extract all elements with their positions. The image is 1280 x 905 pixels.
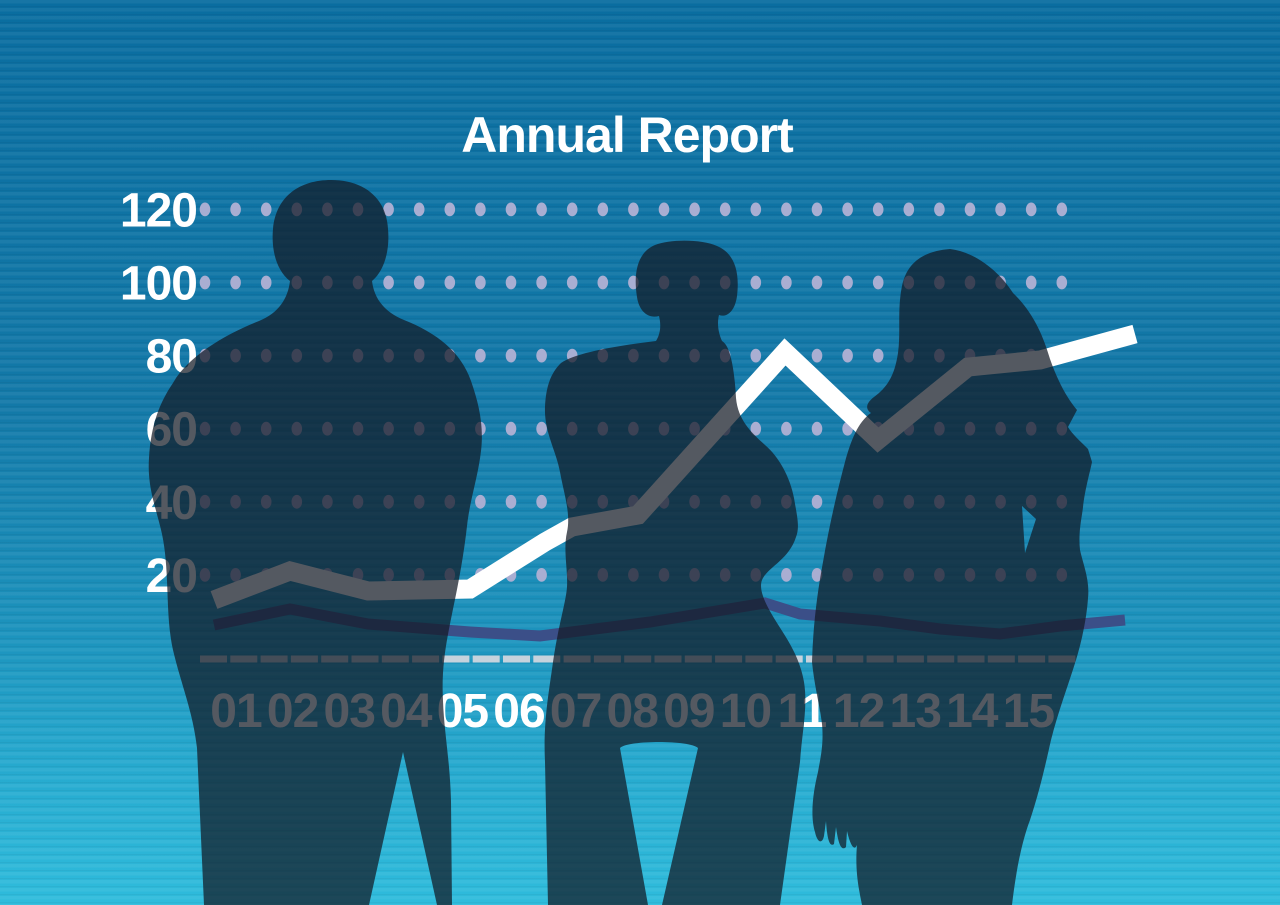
gridline-dot: [536, 202, 547, 217]
gridline-dot: [566, 202, 578, 217]
gridline-dot: [811, 275, 823, 290]
gridline-dot: [872, 348, 884, 363]
x-axis-label: 06: [493, 685, 544, 738]
silhouette-woman-right: [812, 249, 1092, 905]
gridline-dot: [505, 421, 517, 436]
gridline-dot: [475, 494, 486, 509]
gridline-dot: [597, 275, 609, 290]
gridline-dot: [1025, 275, 1037, 290]
gridline-dot: [964, 202, 976, 217]
gridline-dot: [536, 275, 547, 290]
gridline-dot: [199, 202, 211, 217]
gridline-dot: [260, 202, 272, 217]
gridline-dot: [536, 494, 547, 509]
gridline-dot: [811, 202, 823, 217]
x-axis-label: 05: [437, 685, 489, 738]
gridline-dot: [842, 202, 853, 217]
gridline-dot: [230, 275, 241, 290]
gridline-dot: [781, 568, 792, 582]
gridline-dot: [872, 275, 884, 290]
gridline-dot: [781, 275, 792, 290]
gridline-dot: [934, 202, 945, 217]
gridline-dot: [505, 494, 517, 509]
gridline-dot: [750, 421, 762, 436]
gridline-dot: [536, 348, 547, 363]
gridline-dot: [260, 275, 272, 290]
gridline-dot: [658, 202, 670, 217]
gridline-dot: [689, 202, 700, 217]
gridline-dot: [811, 568, 823, 582]
gridline-dot: [750, 202, 762, 217]
gridline-dot: [1025, 202, 1037, 217]
gridline-dot: [750, 348, 762, 363]
gridline-dot: [444, 275, 456, 290]
gridline-dot: [383, 275, 394, 290]
gridline-dot: [413, 275, 425, 290]
y-axis-label: 100: [120, 258, 197, 311]
gridline-dot: [781, 202, 792, 217]
gridline-dot: [475, 202, 486, 217]
gridline-dot: [199, 275, 211, 290]
y-axis-label: 120: [120, 184, 197, 237]
gridline-dot: [383, 202, 394, 217]
gridline-dot: [475, 275, 486, 290]
gridline-dot: [811, 494, 823, 509]
gridline-dot: [781, 421, 792, 436]
gridline-dot: [505, 348, 517, 363]
gridline-dot: [842, 275, 853, 290]
gridline-dot: [566, 275, 578, 290]
silhouette-man-middle: [544, 240, 806, 905]
gridline-dot: [628, 202, 639, 217]
gridline-dot: [505, 275, 517, 290]
gridline-dot: [903, 202, 915, 217]
gridline-dot: [872, 202, 884, 217]
gridline-dot: [811, 421, 823, 436]
gridline-dot: [413, 202, 425, 217]
silhouettes: [148, 180, 1092, 905]
gridline-dot: [1056, 275, 1068, 290]
gridline-dot: [750, 275, 762, 290]
chart-title: Annual Report: [461, 107, 794, 163]
gridline-dot: [444, 202, 456, 217]
gridline-dot: [536, 568, 547, 582]
gridline-dot: [811, 348, 823, 363]
gridline-dot: [230, 202, 241, 217]
silhouette-man-left: [148, 180, 482, 905]
gridline-dot: [536, 421, 547, 436]
gridline-dot: [1056, 202, 1068, 217]
gridline-dot: [475, 348, 486, 363]
gridline-dot: [995, 202, 1006, 217]
gridline-dot: [597, 202, 609, 217]
gridline-dot: [505, 202, 517, 217]
gridline-dot: [842, 348, 853, 363]
gridline-dot: [719, 202, 731, 217]
